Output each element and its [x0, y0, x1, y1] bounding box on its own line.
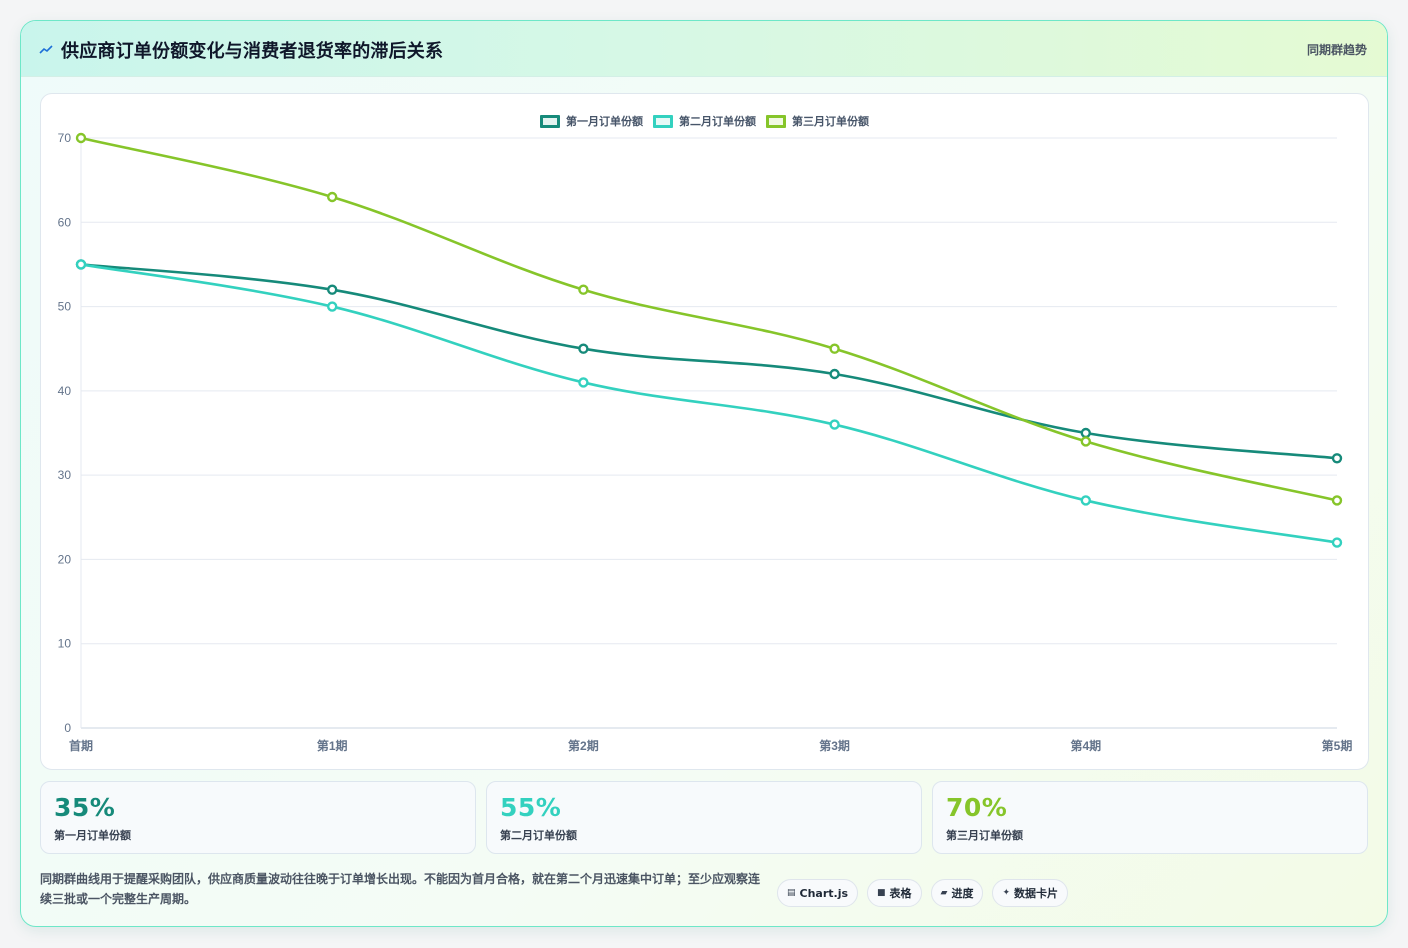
chip-table[interactable]: ■ 表格 [867, 879, 922, 907]
chip-label: 表格 [889, 887, 912, 900]
data-point [829, 368, 840, 380]
stat-card-1: 35% 第一月订单份额 [40, 781, 476, 854]
stat-value-1: 35% [54, 793, 116, 822]
x-tick-label: 第3期 [819, 738, 850, 753]
y-tick-label: 30 [58, 468, 72, 482]
chart-panel: 第一月订单份额 第二月订单份额 第三月订单份额 0 10 20 30 40 50 60 70 首… [40, 93, 1369, 770]
chip-label: 进度 [951, 887, 974, 900]
footnote: 同期群曲线用于提醒采购团队，供应商质量波动往往晚于订单增长出现。不能因为首月合格… [40, 872, 761, 906]
series-line-1 [80, 263, 1338, 460]
legend-label-1: 第一月订单份额 [566, 115, 643, 128]
data-point [327, 301, 338, 312]
chip-row: ▤ Chart.js ■ 表格 ▰ 进度 ✦ 数据卡片 [777, 879, 1069, 907]
sparkle-icon: ✦ [1002, 888, 1011, 898]
stat-card-2: 55% 第二月订单份额 [486, 781, 922, 854]
legend-swatch-1 [540, 114, 560, 128]
data-point [829, 343, 840, 354]
x-tick-label: 第5期 [1322, 738, 1353, 753]
y-tick-label: 50 [58, 300, 72, 314]
chip-data-card[interactable]: ✦ 数据卡片 [992, 879, 1069, 907]
data-point [829, 419, 840, 430]
progress-icon: ▰ [940, 888, 948, 898]
stat-label-1: 第一月订单份额 [54, 829, 131, 842]
data-point [578, 343, 589, 354]
chip-progress[interactable]: ▰ 进度 [930, 879, 984, 907]
x-tick-label: 第4期 [1070, 738, 1101, 753]
data-point [1331, 537, 1343, 548]
legend-item-1[interactable]: 第一月订单份额 [540, 113, 643, 129]
data-point [1331, 453, 1343, 464]
header-tag: 同期群趋势 [1306, 43, 1367, 57]
card-header: 供应商订单份额变化与消费者退货率的滞后关系 同期群趋势 [21, 21, 1387, 77]
chip-label: Chart.js [799, 886, 849, 900]
chart-legend: 第一月订单份额 第二月订单份额 第三月订单份额 [41, 113, 1368, 129]
line-chart: 0 10 20 30 40 50 60 70 首期 第1期 第2期 第3期 第4期 第5期 [58, 131, 1353, 753]
legend-swatch-2 [653, 114, 673, 128]
y-tick-label: 40 [58, 384, 72, 398]
data-point [1080, 436, 1092, 447]
x-tick-label: 第2期 [568, 738, 599, 753]
series-line-3 [80, 136, 1338, 502]
x-tick-label: 第1期 [317, 738, 348, 753]
y-tick-label: 70 [58, 131, 72, 145]
data-point [327, 191, 338, 203]
y-tick-label: 10 [58, 637, 72, 651]
trend-icon [39, 45, 53, 54]
series-line-2 [80, 263, 1338, 544]
x-tick-label: 首期 [69, 738, 93, 753]
legend-label-3: 第三月订单份额 [792, 115, 869, 128]
stat-value-3: 70% [946, 793, 1008, 822]
page-title: 供应商订单份额变化与消费者退货率的滞后关系 [61, 41, 444, 62]
data-point [327, 284, 338, 295]
legend-label-2: 第二月订单份额 [679, 115, 756, 128]
data-point [75, 132, 87, 144]
y-tick-label: 60 [58, 215, 72, 229]
stat-label-2: 第二月订单份额 [500, 829, 577, 842]
legend-swatch-3 [766, 114, 786, 128]
chip-label: 数据卡片 [1014, 887, 1059, 900]
data-point [75, 259, 87, 270]
square-icon: ■ [877, 888, 886, 898]
legend-item-3[interactable]: 第三月订单份额 [766, 113, 869, 129]
chip-chartjs[interactable]: ▤ Chart.js [777, 879, 859, 907]
y-tick-label: 20 [58, 552, 72, 566]
stat-cards: 35% 第一月订单份额 55% 第二月订单份额 70% 第三月订单份额 [40, 781, 1369, 854]
data-point [578, 284, 589, 295]
stat-value-2: 55% [500, 793, 562, 822]
table-icon: ▤ [787, 888, 796, 898]
title-wrap: 供应商订单份额变化与消费者退货率的滞后关系 [39, 37, 443, 63]
stat-card-3: 70% 第三月订单份额 [932, 781, 1368, 854]
chart-card: 供应商订单份额变化与消费者退货率的滞后关系 同期群趋势 第一月订单份额 第二月订… [20, 20, 1388, 927]
y-tick-label: 0 [64, 721, 71, 735]
legend-item-2[interactable]: 第二月订单份额 [653, 113, 756, 129]
stat-label-3: 第三月订单份额 [946, 829, 1023, 842]
data-point [1080, 427, 1092, 439]
data-point [1331, 495, 1343, 506]
data-point [1080, 495, 1092, 506]
data-point [578, 377, 589, 388]
